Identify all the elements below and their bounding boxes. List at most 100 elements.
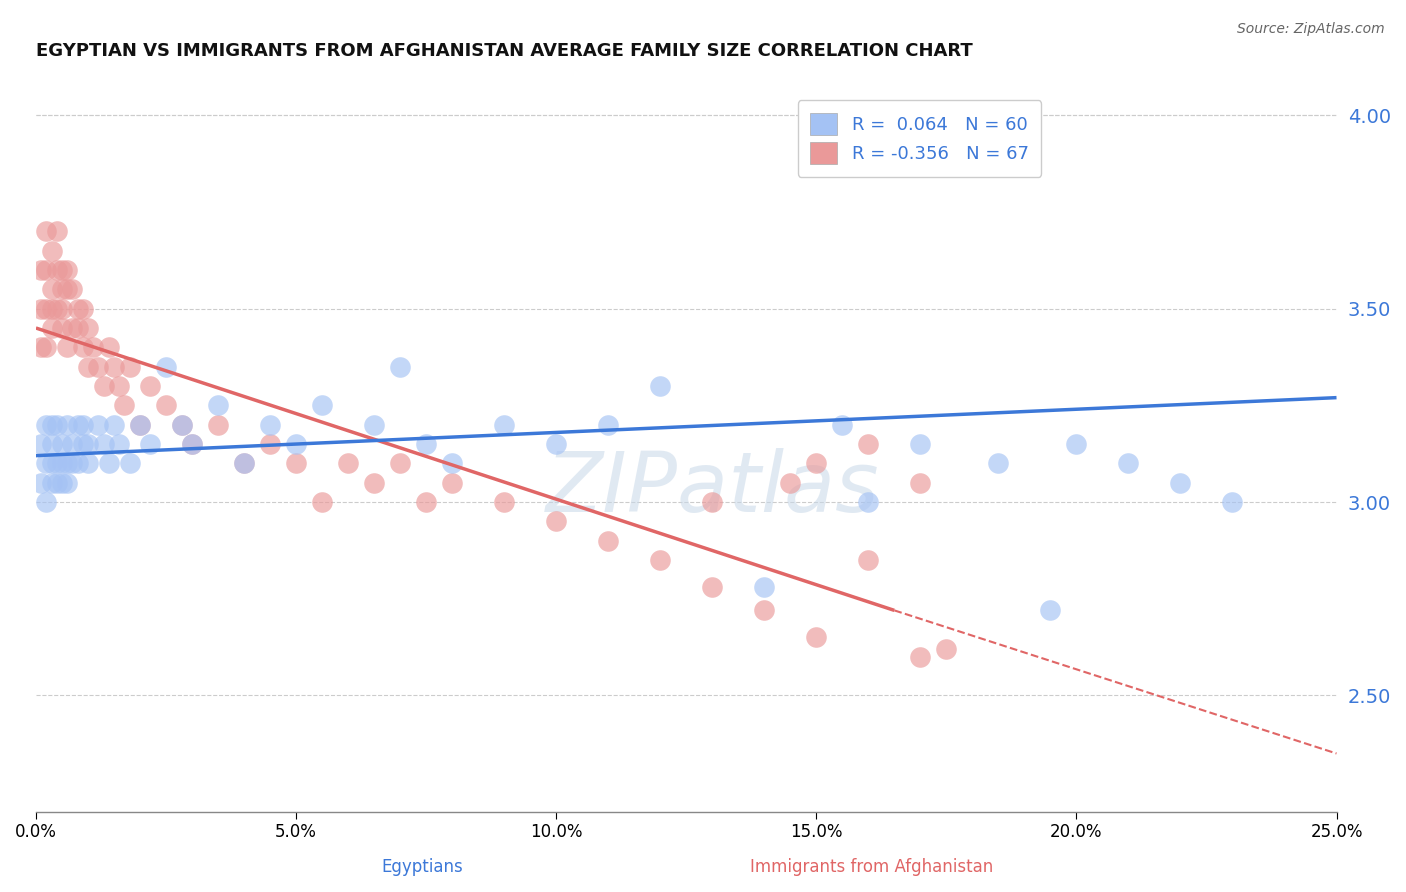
Point — [311, 398, 333, 412]
Point — [51, 263, 73, 277]
Point — [35, 263, 58, 277]
Point — [56, 263, 79, 277]
Point — [441, 456, 464, 470]
Point — [806, 631, 828, 645]
Point — [60, 321, 83, 335]
Point — [207, 398, 229, 412]
Point — [66, 417, 89, 432]
Point — [1170, 475, 1192, 490]
Text: EGYPTIAN VS IMMIGRANTS FROM AFGHANISTAN AVERAGE FAMILY SIZE CORRELATION CHART: EGYPTIAN VS IMMIGRANTS FROM AFGHANISTAN … — [37, 42, 973, 60]
Point — [1066, 437, 1088, 451]
Point — [56, 417, 79, 432]
Point — [35, 456, 58, 470]
Point — [66, 301, 89, 316]
Point — [207, 417, 229, 432]
Point — [108, 379, 131, 393]
Point — [103, 359, 125, 374]
Point — [30, 340, 52, 354]
Point — [858, 495, 880, 509]
Point — [415, 495, 437, 509]
Point — [41, 321, 63, 335]
Point — [494, 495, 516, 509]
Point — [35, 301, 58, 316]
Point — [139, 437, 162, 451]
Point — [363, 475, 385, 490]
Point — [41, 301, 63, 316]
Text: ZIPatlas: ZIPatlas — [546, 448, 879, 529]
Point — [181, 437, 204, 451]
Point — [72, 417, 94, 432]
Point — [45, 417, 67, 432]
Text: Immigrants from Afghanistan: Immigrants from Afghanistan — [749, 858, 994, 876]
Point — [45, 263, 67, 277]
Point — [56, 475, 79, 490]
Point — [754, 603, 776, 617]
Point — [45, 475, 67, 490]
Point — [97, 456, 120, 470]
Point — [51, 301, 73, 316]
Point — [108, 437, 131, 451]
Point — [441, 475, 464, 490]
Point — [41, 417, 63, 432]
Point — [41, 456, 63, 470]
Point — [389, 456, 412, 470]
Point — [60, 282, 83, 296]
Point — [233, 456, 256, 470]
Point — [650, 553, 672, 567]
Point — [415, 437, 437, 451]
Point — [118, 359, 141, 374]
Point — [93, 437, 115, 451]
Point — [1118, 456, 1140, 470]
Point — [129, 417, 152, 432]
Point — [858, 553, 880, 567]
Point — [35, 495, 58, 509]
Point — [72, 340, 94, 354]
Point — [337, 456, 360, 470]
Point — [77, 456, 100, 470]
Point — [45, 224, 67, 238]
Point — [51, 437, 73, 451]
Point — [51, 456, 73, 470]
Point — [831, 417, 853, 432]
Point — [35, 417, 58, 432]
Point — [311, 495, 333, 509]
Point — [285, 437, 308, 451]
Point — [494, 417, 516, 432]
Point — [30, 437, 52, 451]
Point — [41, 475, 63, 490]
Point — [77, 359, 100, 374]
Legend: R =  0.064   N = 60, R = -0.356   N = 67: R = 0.064 N = 60, R = -0.356 N = 67 — [797, 100, 1042, 177]
Point — [1222, 495, 1244, 509]
Point — [546, 515, 568, 529]
Point — [41, 437, 63, 451]
Point — [56, 456, 79, 470]
Point — [702, 495, 724, 509]
Point — [987, 456, 1010, 470]
Point — [60, 437, 83, 451]
Point — [51, 475, 73, 490]
Point — [363, 417, 385, 432]
Text: Egyptians: Egyptians — [381, 858, 463, 876]
Point — [56, 282, 79, 296]
Point — [259, 417, 281, 432]
Point — [77, 321, 100, 335]
Point — [806, 456, 828, 470]
Point — [754, 580, 776, 594]
Point — [858, 437, 880, 451]
Point — [66, 456, 89, 470]
Point — [45, 456, 67, 470]
Point — [87, 359, 110, 374]
Point — [170, 417, 193, 432]
Point — [389, 359, 412, 374]
Point — [72, 301, 94, 316]
Point — [910, 649, 932, 664]
Point — [259, 437, 281, 451]
Point — [30, 475, 52, 490]
Point — [45, 301, 67, 316]
Point — [910, 475, 932, 490]
Point — [97, 340, 120, 354]
Point — [233, 456, 256, 470]
Point — [66, 321, 89, 335]
Point — [546, 437, 568, 451]
Point — [56, 340, 79, 354]
